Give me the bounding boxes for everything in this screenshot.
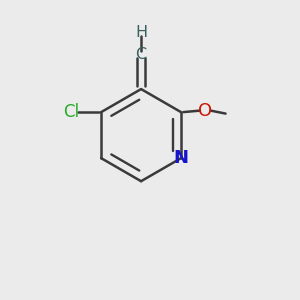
Text: O: O [198,102,212,120]
Text: H: H [135,25,147,40]
Text: N: N [173,149,188,167]
Text: C: C [136,47,147,62]
Text: Cl: Cl [63,103,80,121]
